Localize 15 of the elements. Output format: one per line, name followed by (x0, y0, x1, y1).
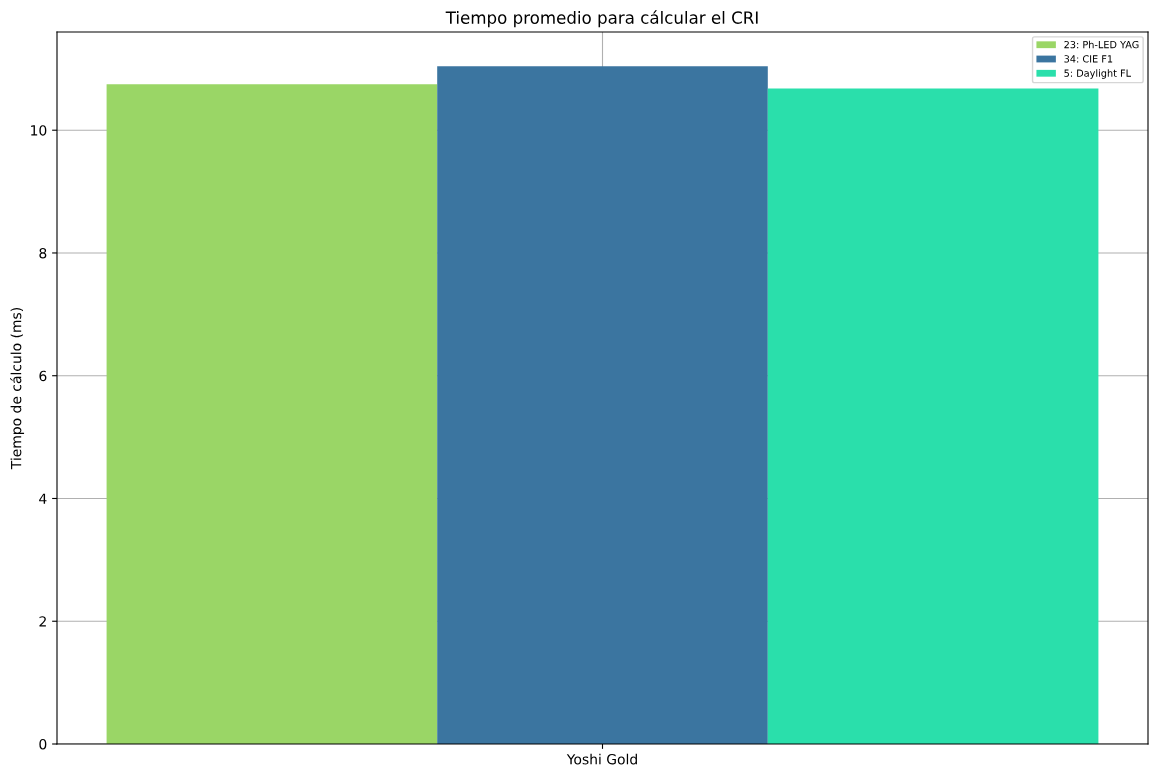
y-tick-label: 0 (39, 738, 47, 750)
legend-label: 34: CIE F1 (1064, 55, 1113, 63)
x-tick-label: Yoshi Gold (566, 753, 637, 765)
bar (437, 66, 768, 744)
y-tick-label: 8 (39, 247, 47, 259)
chart-title: Tiempo promedio para cálcular el CRI (445, 10, 758, 28)
legend-label: 5: Daylight FL (1064, 69, 1131, 79)
bar (767, 88, 1099, 744)
legend-label: 23: Ph-LED YAG (1064, 40, 1139, 49)
bar (106, 84, 438, 744)
y-tick-label: 10 (31, 125, 47, 136)
y-tick-label: 6 (39, 370, 47, 382)
y-tick-label: 2 (39, 616, 46, 627)
y-axis-title: Tiempo de cálculo (ms) (10, 308, 25, 470)
y-tick-label: 4 (39, 493, 47, 504)
